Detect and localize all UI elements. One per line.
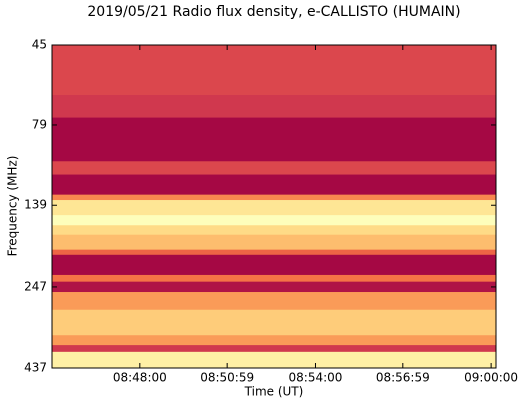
spectrogram-band — [52, 292, 496, 311]
spectrogram-band — [52, 45, 496, 96]
spectrogram-band — [52, 234, 496, 251]
spectrogram-band — [52, 281, 496, 293]
y-tick-label: 437 — [24, 361, 47, 375]
x-tick-label: 08:54:00 — [289, 371, 343, 385]
plot-frame — [51, 44, 497, 369]
spectrogram-band — [52, 161, 496, 176]
x-axis-label: Time (UT) — [244, 385, 304, 399]
spectrogram-band — [52, 254, 496, 276]
chart-title: 2019/05/21 Radio flux density, e-CALLIST… — [87, 4, 460, 20]
spectrogram-band — [52, 309, 496, 336]
x-tick-label: 09:00:00 — [464, 371, 518, 385]
y-axis-label: Frequency (MHz) — [6, 156, 20, 257]
spectrogram-band — [52, 249, 496, 256]
spectrogram-band — [52, 335, 496, 346]
spectrogram-band — [52, 200, 496, 216]
x-tick-label: 08:48:00 — [113, 371, 167, 385]
spectrogram-band — [52, 194, 496, 201]
plot-area — [52, 45, 496, 369]
spectrogram-band — [52, 345, 496, 353]
spectrogram-band — [52, 274, 496, 283]
spectrogram-band — [52, 215, 496, 226]
spectrogram-band — [52, 351, 496, 369]
x-tick-label: 08:50:59 — [200, 371, 254, 385]
y-tick-label: 79 — [32, 117, 47, 131]
spectrogram-band — [52, 95, 496, 119]
spectrogram-band — [52, 117, 496, 162]
y-tick-label: 45 — [32, 38, 47, 52]
x-tick-label: 08:56:59 — [376, 371, 430, 385]
spectrogram-band — [52, 225, 496, 236]
spectrogram-band — [52, 174, 496, 196]
y-tick-label: 247 — [24, 279, 47, 293]
y-tick-label: 139 — [24, 198, 47, 212]
